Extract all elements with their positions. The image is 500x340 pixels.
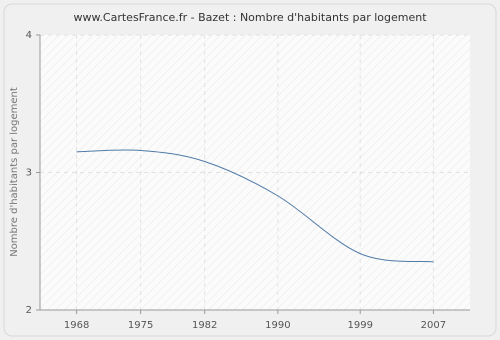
y-tick-label: 4 xyxy=(26,30,32,41)
x-tick-label: 1982 xyxy=(192,320,217,331)
y-axis-label: Nombre d'habitants par logement xyxy=(9,87,20,257)
x-tick-label: 1975 xyxy=(128,320,153,331)
x-tick-label: 1999 xyxy=(347,320,372,331)
y-tick-label: 3 xyxy=(26,168,32,179)
x-tick-label: 2007 xyxy=(421,320,446,331)
plot-area xyxy=(40,35,470,310)
x-tick-label: 1968 xyxy=(64,320,89,331)
chart-title: www.CartesFrance.fr - Bazet : Nombre d'h… xyxy=(73,11,427,24)
y-tick-label: 2 xyxy=(26,305,32,316)
data-line xyxy=(76,149,434,263)
x-tick-label: 1990 xyxy=(265,320,290,331)
